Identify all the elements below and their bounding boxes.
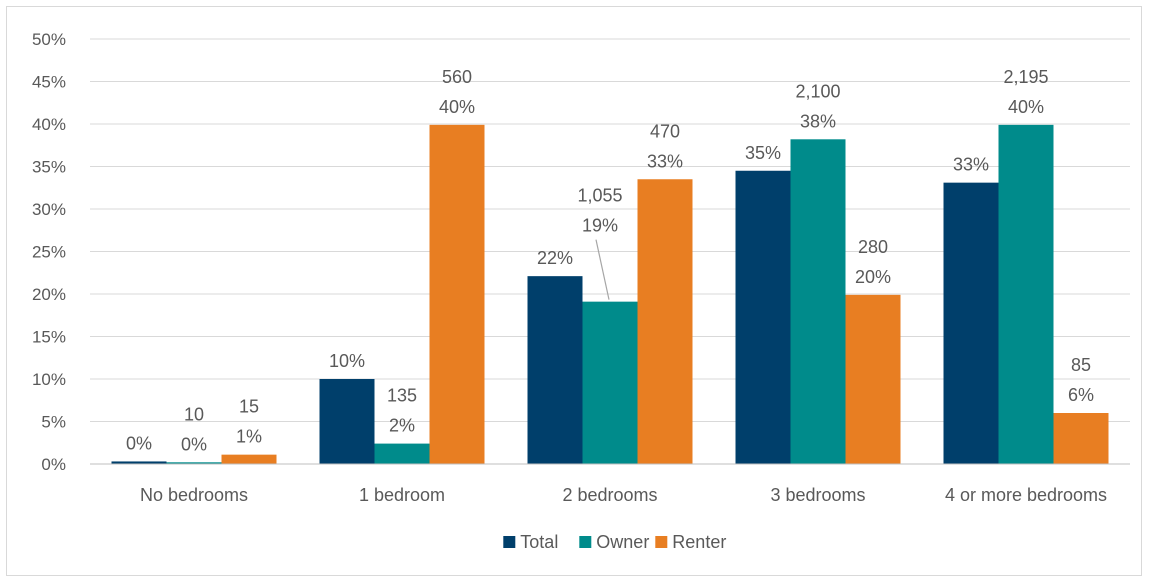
x-tick-label: 2 bedrooms [562,485,657,505]
bar-renter [845,294,901,464]
legend-swatch-owner [579,536,592,548]
y-tick-label: 50% [32,30,66,49]
data-label: 6% [1068,385,1094,405]
data-label: 85 [1071,355,1091,375]
data-label: 38% [800,111,836,131]
y-tick-label: 5% [41,413,66,432]
data-label: 2% [389,416,415,436]
data-label: 22% [537,248,573,268]
data-label: 1,055 [577,186,622,206]
bar-renter [637,179,693,464]
data-label: 1% [236,427,262,447]
leader-line [595,239,610,300]
legend-label-renter: Renter [672,532,726,552]
data-labels: 0% 10 0% 15 1% 10% 135 2% 560 40% 22% 1,055 19% 470 33… [126,67,1094,454]
legend-swatch-renter [655,536,668,548]
data-label: 35% [745,143,781,163]
data-label: 40% [1008,97,1044,117]
data-label: 10 [184,404,204,424]
x-tick-label: 4 or more bedrooms [945,485,1107,505]
data-label: 2,100 [795,81,840,101]
bar-total [527,276,583,464]
bar-total [319,379,375,464]
data-label: 10% [329,351,365,371]
y-axis: 0% 5% 10% 15% 20% 25% 30% 35% 40% 45% 50% [32,30,66,474]
bar-owner [790,139,846,465]
legend-label-total: Total [520,532,558,552]
legend: Total Owner Renter [503,532,726,552]
data-label: 33% [647,151,683,171]
data-label: 0% [181,434,207,454]
y-tick-label: 10% [32,370,66,389]
bar-total [943,182,999,464]
data-label: 135 [387,386,417,406]
y-tick-label: 20% [32,285,66,304]
data-label: 19% [582,216,618,236]
data-label: 0% [126,433,152,453]
y-tick-label: 40% [32,115,66,134]
x-tick-label: 1 bedroom [359,485,445,505]
y-tick-label: 30% [32,200,66,219]
bar-renter [221,454,277,464]
data-label: 2,195 [1003,67,1048,87]
y-tick-label: 25% [32,243,66,262]
x-axis: No bedrooms 1 bedroom 2 bedrooms 3 bedrooms… [90,463,1130,505]
bar-owner [166,462,222,464]
data-label: 560 [442,67,472,87]
y-tick-label: 45% [32,73,66,92]
legend-label-owner: Owner [596,532,649,552]
bars [111,124,1109,465]
x-tick-label: No bedrooms [140,485,248,505]
data-label: 470 [650,121,680,141]
bar-owner [582,301,638,464]
bar-total [735,170,791,464]
y-tick-label: 35% [32,158,66,177]
bar-owner [998,124,1054,464]
bar-renter [429,124,485,464]
bar-total [111,461,167,464]
x-tick-label: 3 bedrooms [770,485,865,505]
bar-owner [374,443,430,464]
bar-renter [1053,413,1109,464]
legend-swatch-total [503,536,516,548]
data-label: 20% [855,267,891,287]
data-label: 280 [858,237,888,257]
y-tick-label: 0% [41,455,66,474]
y-tick-label: 15% [32,328,66,347]
data-label: 40% [439,97,475,117]
data-label: 33% [953,155,989,175]
data-label: 15 [239,397,259,417]
